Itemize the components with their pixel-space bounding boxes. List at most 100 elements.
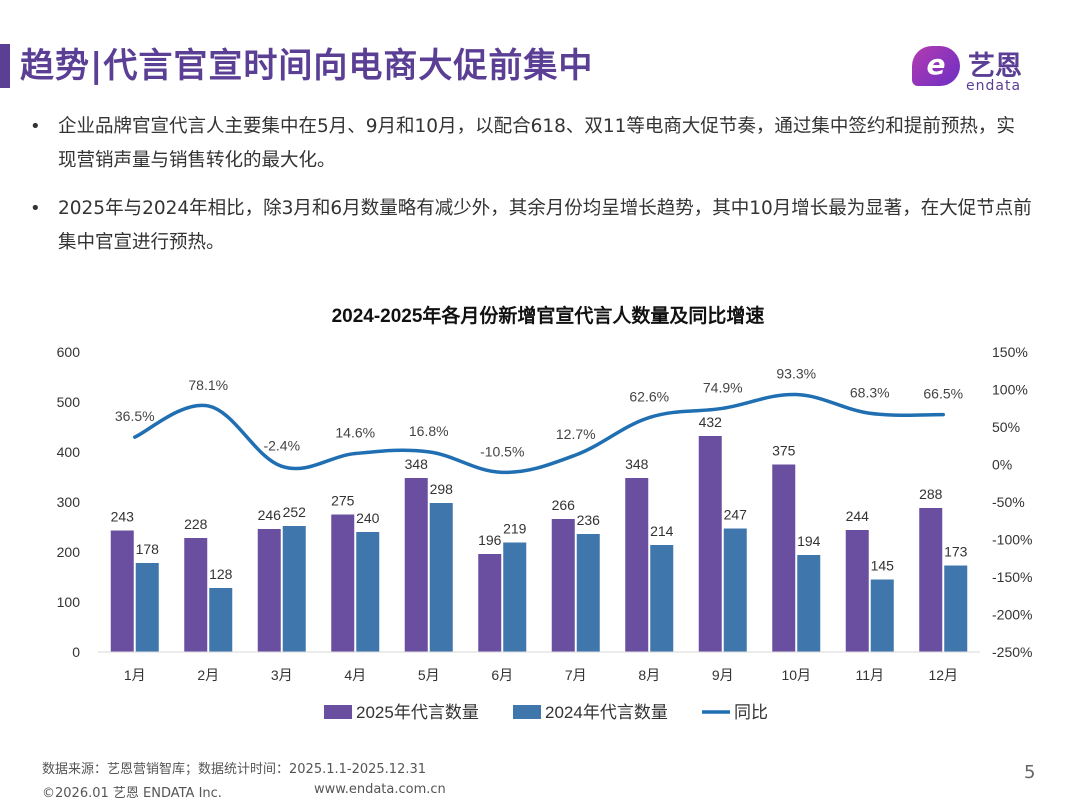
logo-badge-icon: e xyxy=(912,46,960,86)
bar-2024-value-label: 145 xyxy=(871,558,895,574)
yoy-line xyxy=(133,392,945,475)
bar-2024-value-label: 219 xyxy=(503,521,527,537)
bar-2024-value-label: 240 xyxy=(356,510,380,526)
left-axis-tick-label: 400 xyxy=(57,444,81,460)
left-axis-tick-label: 100 xyxy=(57,594,81,610)
bar-2024-value-label: 247 xyxy=(724,507,748,523)
right-axis-tick-label: 150% xyxy=(992,344,1028,360)
yoy-value-label: -2.4% xyxy=(263,437,300,453)
bar-2024-value-label: 252 xyxy=(283,504,307,520)
yoy-value-label: 74.9% xyxy=(703,379,743,395)
bar-2024 xyxy=(723,528,747,652)
x-axis-tick-label: 7月 xyxy=(565,667,587,683)
bar-2025-value-label: 246 xyxy=(258,507,282,523)
footer-url: www.endata.com.cn xyxy=(314,782,446,797)
bullet-text: 企业品牌官宣代言人主要集中在5月、9月和10月，以配合618、双11等电商大促节… xyxy=(58,116,1015,171)
x-axis-tick-label: 1月 xyxy=(124,667,146,683)
yoy-value-label: 62.6% xyxy=(629,389,669,405)
yoy-value-label: 78.1% xyxy=(188,377,228,393)
x-axis-tick-label: 3月 xyxy=(271,667,293,683)
left-axis: 0 100 200 300 400 500 600 xyxy=(57,344,81,660)
legend-label-2025: 2025年代言数量 xyxy=(356,703,479,722)
right-axis-tick-label: -50% xyxy=(992,494,1025,510)
combo-chart: 2024-2025年各月份新增官宣代言人数量及同比增速 0 100 200 300 40… xyxy=(57,304,1033,722)
logo-name-cn: 艺恩 xyxy=(968,51,1022,82)
x-axis-tick-label: 10月 xyxy=(781,667,811,683)
bar-2025-value-label: 196 xyxy=(478,532,502,548)
bar-2025 xyxy=(698,436,722,652)
left-axis-tick-label: 600 xyxy=(57,344,81,360)
title-accent-bar xyxy=(0,44,10,88)
x-axis-tick-label: 9月 xyxy=(712,667,734,683)
right-axis-tick-label: -200% xyxy=(992,607,1032,623)
bar-2024 xyxy=(870,579,894,652)
yoy-value-label: 14.6% xyxy=(335,425,375,441)
bullet-item: • 企业品牌官宣代言人主要集中在5月、9月和10月，以配合618、双11等电商大… xyxy=(22,110,1032,178)
yoy-value-label: 16.8% xyxy=(409,423,449,439)
yoy-value-label: 66.5% xyxy=(923,386,963,402)
left-axis-tick-label: 300 xyxy=(57,494,81,510)
x-axis-tick-label: 11月 xyxy=(855,667,884,683)
bar-2025 xyxy=(625,478,649,652)
bar-2025 xyxy=(478,554,502,652)
page-title: 趋势|代言官宣时间向电商大促前集中 xyxy=(20,46,594,86)
logo-badge-glyph: e xyxy=(926,48,946,81)
bar-2024-value-label: 236 xyxy=(577,512,601,528)
bar-2025 xyxy=(772,464,796,652)
x-axis-tick-label: 4月 xyxy=(344,667,366,683)
bar-2025 xyxy=(331,514,355,652)
left-axis-tick-label: 200 xyxy=(57,544,81,560)
bullet-text: 2025年与2024年相比，除3月和6月数量略有减少外，其余月份均呈增长趋势，其… xyxy=(58,198,1032,253)
chart-title: 2024-2025年各月份新增官宣代言人数量及同比增速 xyxy=(332,304,765,327)
bar-2024 xyxy=(650,545,674,652)
bar-2025-value-label: 432 xyxy=(699,414,723,430)
endata-logo: e 艺恩 endata xyxy=(912,42,1042,94)
yoy-value-label: 93.3% xyxy=(776,366,816,382)
bullet-dot-icon: • xyxy=(30,198,41,219)
x-axis-tick-label: 2月 xyxy=(197,667,219,683)
legend-label-2024: 2024年代言数量 xyxy=(545,703,668,722)
bar-2024-value-label: 128 xyxy=(209,566,233,582)
right-axis-tick-label: -100% xyxy=(992,532,1032,548)
right-axis-tick-label: 100% xyxy=(992,382,1028,398)
bar-2024 xyxy=(429,503,453,652)
yoy-value-label: 12.7% xyxy=(556,426,596,442)
legend-swatch-2024 xyxy=(513,705,541,719)
bullet-list: • 企业品牌官宣代言人主要集中在5月、9月和10月，以配合618、双11等电商大… xyxy=(22,110,1032,274)
bullet-item: • 2025年与2024年相比，除3月和6月数量略有减少外，其余月份均呈增长趋势… xyxy=(22,192,1032,260)
left-axis-tick-label: 0 xyxy=(72,644,80,660)
page-number: 5 xyxy=(1024,762,1036,783)
left-axis-tick-label: 500 xyxy=(57,394,81,410)
footer-source: 数据来源：艺恩营销智库；数据统计时间：2025.1.1-2025.12.31 xyxy=(42,762,427,777)
bar-2024-value-label: 178 xyxy=(136,541,160,557)
bar-2024 xyxy=(503,542,527,652)
bar-2025 xyxy=(184,538,208,652)
x-axis-tick-label: 8月 xyxy=(638,667,660,683)
bar-2024-value-label: 173 xyxy=(944,544,968,560)
legend-swatch-2025 xyxy=(324,705,352,719)
bar-2025 xyxy=(404,478,428,652)
bar-2025 xyxy=(110,530,134,652)
right-axis: -250% -200% -150% -100% -50% 0% 50% 100% 150% xyxy=(992,344,1032,660)
bar-2025-value-label: 375 xyxy=(772,443,796,459)
bar-2025-value-label: 348 xyxy=(625,456,649,472)
bar-2024 xyxy=(576,534,600,652)
right-axis-tick-label: -150% xyxy=(992,569,1032,585)
yoy-value-label: -10.5% xyxy=(480,443,524,459)
bar-2024 xyxy=(797,555,821,652)
bar-2025-value-label: 348 xyxy=(405,456,429,472)
bar-2025-value-label: 288 xyxy=(919,486,943,502)
bar-2025 xyxy=(551,519,575,652)
x-axis-tick-label: 5月 xyxy=(418,667,440,683)
bar-2024-value-label: 298 xyxy=(430,481,454,497)
bar-2025-value-label: 244 xyxy=(846,508,870,524)
bullet-dot-icon: • xyxy=(30,116,41,137)
bar-2025-value-label: 275 xyxy=(331,493,355,509)
bar-2024 xyxy=(135,563,159,652)
right-axis-tick-label: -250% xyxy=(992,644,1032,660)
logo-name-en: endata xyxy=(966,78,1022,94)
bar-2025-value-label: 266 xyxy=(552,497,576,513)
x-axis-tick-label: 6月 xyxy=(491,667,513,683)
footer-copyright: ©2026.01 艺恩 ENDATA Inc. xyxy=(42,786,222,801)
